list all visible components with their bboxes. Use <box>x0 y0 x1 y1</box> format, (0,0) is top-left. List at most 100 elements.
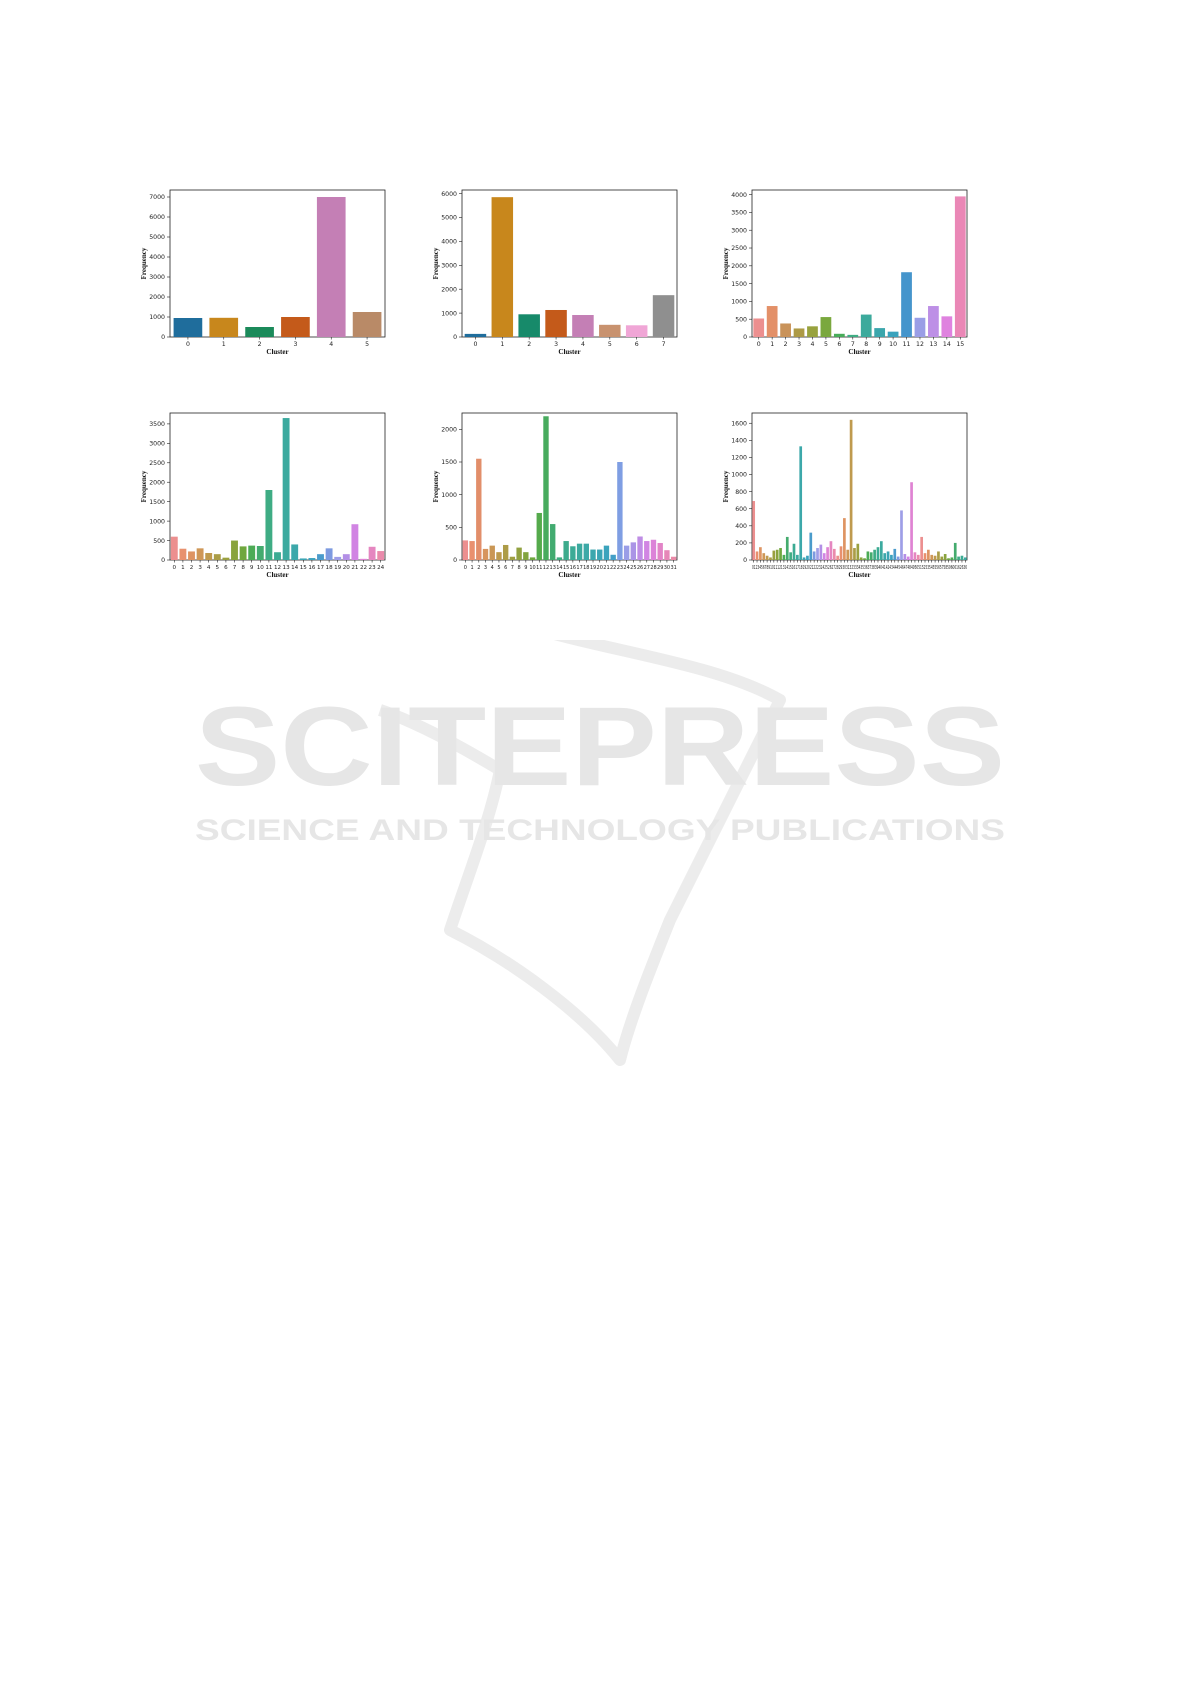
x-tick-label: 14 <box>556 565 562 571</box>
y-tick-label: 2500 <box>149 460 165 467</box>
y-tick-label: 0 <box>743 334 747 341</box>
bar <box>570 546 576 560</box>
bar <box>928 306 939 337</box>
x-tick-label: 27 <box>644 565 650 571</box>
y-tick-label: 4000 <box>731 192 747 199</box>
y-tick-label: 1000 <box>731 299 747 306</box>
x-tick-label: 3 <box>484 565 487 571</box>
bar <box>299 558 307 560</box>
bar <box>766 306 778 337</box>
bar <box>893 548 897 560</box>
bar <box>759 547 762 560</box>
x-tick-label: 4 <box>811 341 815 348</box>
x-tick-label: 7 <box>662 341 666 348</box>
x-tick-label: 5 <box>365 341 369 348</box>
bar <box>576 543 583 560</box>
bar <box>623 545 630 560</box>
bar <box>843 518 846 560</box>
bar <box>281 317 310 337</box>
x-tick-label: 9 <box>524 565 527 571</box>
bar <box>563 541 569 560</box>
bar <box>782 554 786 560</box>
x-axis-label: Cluster <box>558 571 580 579</box>
bar <box>772 550 776 560</box>
x-tick-label: 4 <box>329 341 333 348</box>
bar <box>832 548 836 560</box>
y-tick-label: 6000 <box>149 214 165 221</box>
bar <box>342 554 350 560</box>
x-tick-label: 9 <box>878 341 882 348</box>
x-tick-label: 1 <box>222 341 226 348</box>
chart-panel-1: 0 1000 2000 3000 4000 5000 6000 7000 0 1 2 3 4 5 Clust… <box>140 185 390 375</box>
x-tick-label: 11 <box>536 565 542 571</box>
x-tick-label: 6 <box>635 341 639 348</box>
bar <box>652 295 675 337</box>
bar <box>550 524 556 560</box>
bar <box>937 551 940 560</box>
x-tick-label: 3 <box>198 565 202 571</box>
bar <box>630 542 637 560</box>
bar <box>282 418 290 560</box>
bar <box>239 546 247 560</box>
bar <box>819 544 823 560</box>
y-tick-label: 7000 <box>149 194 165 201</box>
x-axis-label: Cluster <box>266 571 288 579</box>
plot-area <box>169 189 386 338</box>
bar <box>933 555 937 560</box>
x-tick-label: 18 <box>326 565 334 571</box>
x-tick-label: 8 <box>864 341 868 348</box>
x-tick-label: 2 <box>190 565 194 571</box>
y-tick-label: 2000 <box>149 479 165 486</box>
y-tick-label: 800 <box>735 489 747 496</box>
bar <box>489 545 495 560</box>
watermark-title: SCITEPRESS <box>195 684 1005 809</box>
x-tick-label: 12 <box>274 565 281 571</box>
bar <box>809 532 813 560</box>
y-tick-label: 1000 <box>441 492 457 499</box>
bar <box>923 553 927 560</box>
x-tick-label: 2 <box>477 565 480 571</box>
y-axis-label: Frequency <box>140 247 148 279</box>
x-axis-label: Cluster <box>558 348 580 356</box>
bar <box>812 551 816 560</box>
plot-area <box>751 412 968 561</box>
bar <box>603 545 610 560</box>
bar <box>765 555 769 560</box>
watermark-logo: SCITEPRESS SCIENCE AND TECHNOLOGY PUBLIC… <box>195 614 1005 1066</box>
bar <box>826 547 829 560</box>
bar <box>245 327 274 337</box>
bar <box>650 539 657 560</box>
bar <box>464 333 487 337</box>
bar <box>954 196 966 337</box>
bar <box>957 556 960 560</box>
bar <box>943 554 947 560</box>
x-tick-label: 11 <box>903 341 911 348</box>
bar <box>941 316 953 337</box>
x-tick-label: 13 <box>283 565 291 571</box>
y-tick-label: 1500 <box>149 499 165 506</box>
x-tick-label: 2 <box>527 341 531 348</box>
x-tick-label: 1 <box>470 565 473 571</box>
bar <box>502 544 509 560</box>
x-tick-label: 25 <box>630 565 636 571</box>
bar <box>822 553 826 560</box>
y-tick-label: 4000 <box>149 254 165 261</box>
x-tick-label: 10 <box>529 565 535 571</box>
bar <box>920 536 923 560</box>
x-tick-label: 10 <box>257 565 265 571</box>
bar <box>670 556 677 560</box>
bar <box>291 544 299 560</box>
bar <box>610 554 616 560</box>
x-tick-label: 4 <box>207 565 211 571</box>
x-tick-label: 0 <box>186 341 190 348</box>
x-tick-label: 3 <box>797 341 801 348</box>
bar <box>625 325 648 337</box>
bar <box>847 334 859 337</box>
x-tick-label: 19 <box>590 565 596 571</box>
bar <box>963 557 967 560</box>
bar <box>755 551 759 560</box>
bar <box>325 548 333 560</box>
bar <box>876 547 880 560</box>
